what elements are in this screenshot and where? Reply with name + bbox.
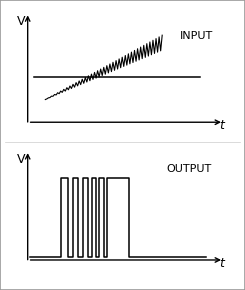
Text: OUTPUT: OUTPUT — [167, 164, 212, 174]
Text: t: t — [219, 257, 224, 270]
Text: INPUT: INPUT — [180, 31, 213, 41]
Text: t: t — [219, 119, 224, 132]
Text: V: V — [17, 153, 25, 166]
Text: V: V — [17, 15, 25, 28]
